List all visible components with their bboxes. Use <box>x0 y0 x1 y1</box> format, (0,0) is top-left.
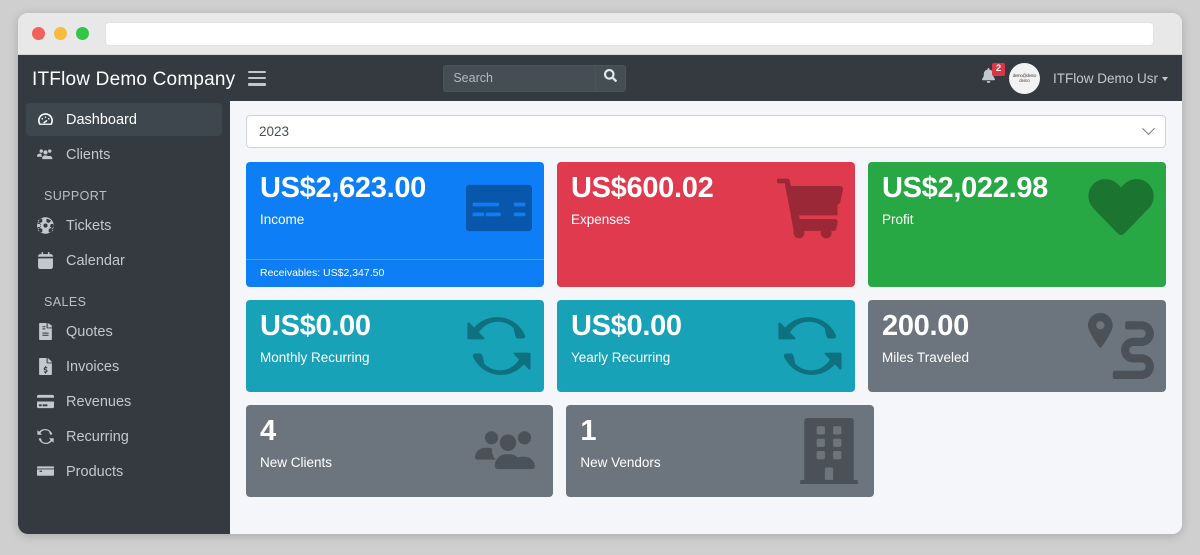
sidebar-item-label: Tickets <box>66 217 112 234</box>
sidebar-item-label: Quotes <box>66 323 113 340</box>
notification-count-badge: 2 <box>991 63 1005 76</box>
sidebar-item-products[interactable]: Products <box>26 455 222 488</box>
stat-value: US$0.00 <box>260 310 371 342</box>
sidebar-section-support: SUPPORT <box>44 189 107 203</box>
calendar-icon <box>36 251 55 270</box>
search-form <box>443 64 627 92</box>
notifications-button[interactable]: 2 <box>981 63 1005 88</box>
avatar[interactable]: demo@demo demo <box>1008 62 1040 94</box>
box-icon <box>36 462 55 481</box>
address-bar[interactable] <box>105 21 1154 46</box>
stat-label: Profit <box>882 212 914 228</box>
sidebar-item-label: Recurring <box>66 428 129 445</box>
avatar-line2: demo <box>1019 78 1030 83</box>
stat-card-row: US$0.00 Monthly Recurring US$0.00 Yearly… <box>246 300 1166 392</box>
stat-label: Income <box>260 212 305 228</box>
sidebar-item-calendar[interactable]: Calendar <box>26 244 222 277</box>
dashboard-icon <box>36 110 55 129</box>
app-shell: ITFlow Demo Company Dashboard Clients SU… <box>18 55 1182 534</box>
chevron-down-icon <box>1162 76 1168 81</box>
sync-icon <box>36 427 55 446</box>
stat-card-new-clients[interactable]: 4 New Clients <box>246 405 554 497</box>
sidebar-item-label: Invoices <box>66 358 120 375</box>
main-area: 2 demo@demo demo ITFlow Demo Usr 2023 <box>230 55 1182 534</box>
maximize-window-icon[interactable] <box>76 27 89 40</box>
sidebar-nav: Dashboard Clients SUPPORT Tickets <box>18 103 230 488</box>
file-dollar-icon <box>36 357 55 376</box>
stat-label: Expenses <box>571 212 631 228</box>
stat-value: 4 <box>260 415 276 447</box>
browser-chrome <box>18 13 1182 55</box>
sidebar-item-quotes[interactable]: Quotes <box>26 315 222 348</box>
sidebar-item-dashboard[interactable]: Dashboard <box>26 103 222 136</box>
sidebar-item-label: Products <box>66 463 124 480</box>
stat-value: US$2,623.00 <box>260 172 426 204</box>
sidebar-item-tickets[interactable]: Tickets <box>26 209 222 242</box>
search-icon <box>604 69 618 87</box>
stat-label: Yearly Recurring <box>571 350 671 366</box>
lifering-icon <box>36 216 55 235</box>
close-window-icon[interactable] <box>32 27 45 40</box>
users-icon <box>36 145 55 164</box>
top-navbar: 2 demo@demo demo ITFlow Demo Usr <box>230 55 1182 101</box>
window-controls <box>32 27 89 40</box>
minimize-window-icon[interactable] <box>54 27 67 40</box>
bell-icon <box>981 68 996 88</box>
sidebar-item-label: Clients <box>66 146 111 163</box>
hamburger-icon[interactable] <box>248 70 266 86</box>
dashboard-content: 2023 US$2,623.00 Income Receivables: US$… <box>230 101 1182 534</box>
brand-title: ITFlow Demo Company <box>32 69 236 90</box>
stat-value: US$0.00 <box>571 310 682 342</box>
chevron-down-icon <box>1142 122 1155 136</box>
stat-card-row: US$2,623.00 Income Receivables: US$2,347… <box>246 162 1166 287</box>
stat-card-income[interactable]: US$2,623.00 Income Receivables: US$2,347… <box>246 162 544 287</box>
browser-window: ITFlow Demo Company Dashboard Clients SU… <box>18 13 1182 534</box>
sidebar: ITFlow Demo Company Dashboard Clients SU… <box>18 55 236 534</box>
stat-card-yearly-recurring[interactable]: US$0.00 Yearly Recurring <box>557 300 855 392</box>
sidebar-item-invoices[interactable]: Invoices <box>26 350 222 383</box>
search-button[interactable] <box>595 64 627 92</box>
sidebar-item-label: Dashboard <box>66 111 137 128</box>
stat-label: New Vendors <box>580 455 661 471</box>
stat-card-miles-traveled[interactable]: 200.00 Miles Traveled <box>868 300 1166 392</box>
stat-value: 1 <box>580 415 597 447</box>
stat-card-footer: Receivables: US$2,347.50 <box>246 259 544 287</box>
stat-card-profit[interactable]: US$2,022.98 Profit <box>868 162 1166 287</box>
stat-card-expenses[interactable]: US$600.02 Expenses <box>557 162 855 287</box>
sidebar-section-sales: SALES <box>44 295 87 309</box>
sidebar-item-label: Calendar <box>66 252 125 269</box>
year-filter-select[interactable]: 2023 <box>246 115 1166 148</box>
sidebar-item-label: Revenues <box>66 393 132 410</box>
stat-value: US$2,022.98 <box>882 172 1048 204</box>
avatar-line1: demo@demo <box>1012 73 1037 78</box>
card-row-spacer <box>887 405 1166 497</box>
credit-card-icon <box>36 392 55 411</box>
user-menu[interactable]: ITFlow Demo Usr <box>1053 71 1168 86</box>
sidebar-item-revenues[interactable]: Revenues <box>26 385 222 418</box>
stat-value: 200.00 <box>882 310 969 342</box>
stat-label: Miles Traveled <box>882 350 970 366</box>
stat-value: US$600.02 <box>571 172 714 204</box>
stat-label: Monthly Recurring <box>260 350 370 366</box>
stat-card-monthly-recurring[interactable]: US$0.00 Monthly Recurring <box>246 300 544 392</box>
year-filter-value: 2023 <box>259 124 290 139</box>
search-input[interactable] <box>443 64 596 92</box>
stat-label: New Clients <box>260 455 333 471</box>
user-menu-label: ITFlow Demo Usr <box>1052 70 1158 86</box>
stat-card-new-vendors[interactable]: 1 New Vendors <box>566 405 874 497</box>
sidebar-item-clients[interactable]: Clients <box>26 138 222 171</box>
sidebar-item-recurring[interactable]: Recurring <box>26 420 222 453</box>
stat-card-row: 4 New Clients 1 New Vendors <box>246 405 1166 497</box>
file-invoice-icon <box>36 322 55 341</box>
topnav-right: 2 demo@demo demo ITFlow Demo Usr <box>981 62 1168 94</box>
